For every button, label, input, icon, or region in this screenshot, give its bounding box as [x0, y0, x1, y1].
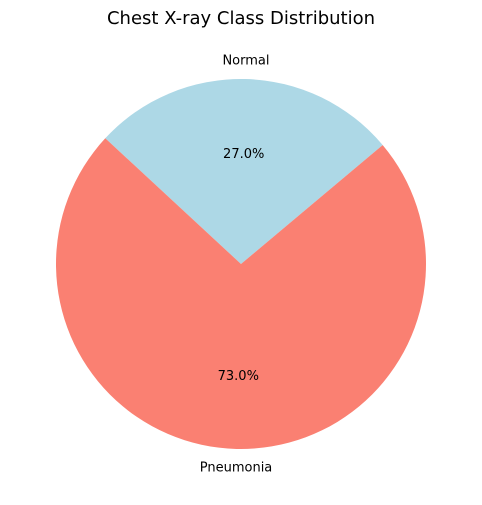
pie-slice-pneumonia	[56, 138, 427, 450]
pct-label-pneumonia: 73.0%	[218, 369, 259, 384]
pie-slices	[56, 78, 427, 450]
pie-labels: Normal 27.0% Pneumonia 73.0%	[200, 54, 273, 476]
slice-label-pneumonia: Pneumonia	[200, 460, 273, 475]
chart-title: Chest X-ray Class Distribution	[107, 8, 375, 29]
pie-slice-normal	[105, 78, 383, 265]
pct-label-normal: 27.0%	[223, 147, 264, 162]
slice-label-normal: Normal	[222, 54, 269, 69]
